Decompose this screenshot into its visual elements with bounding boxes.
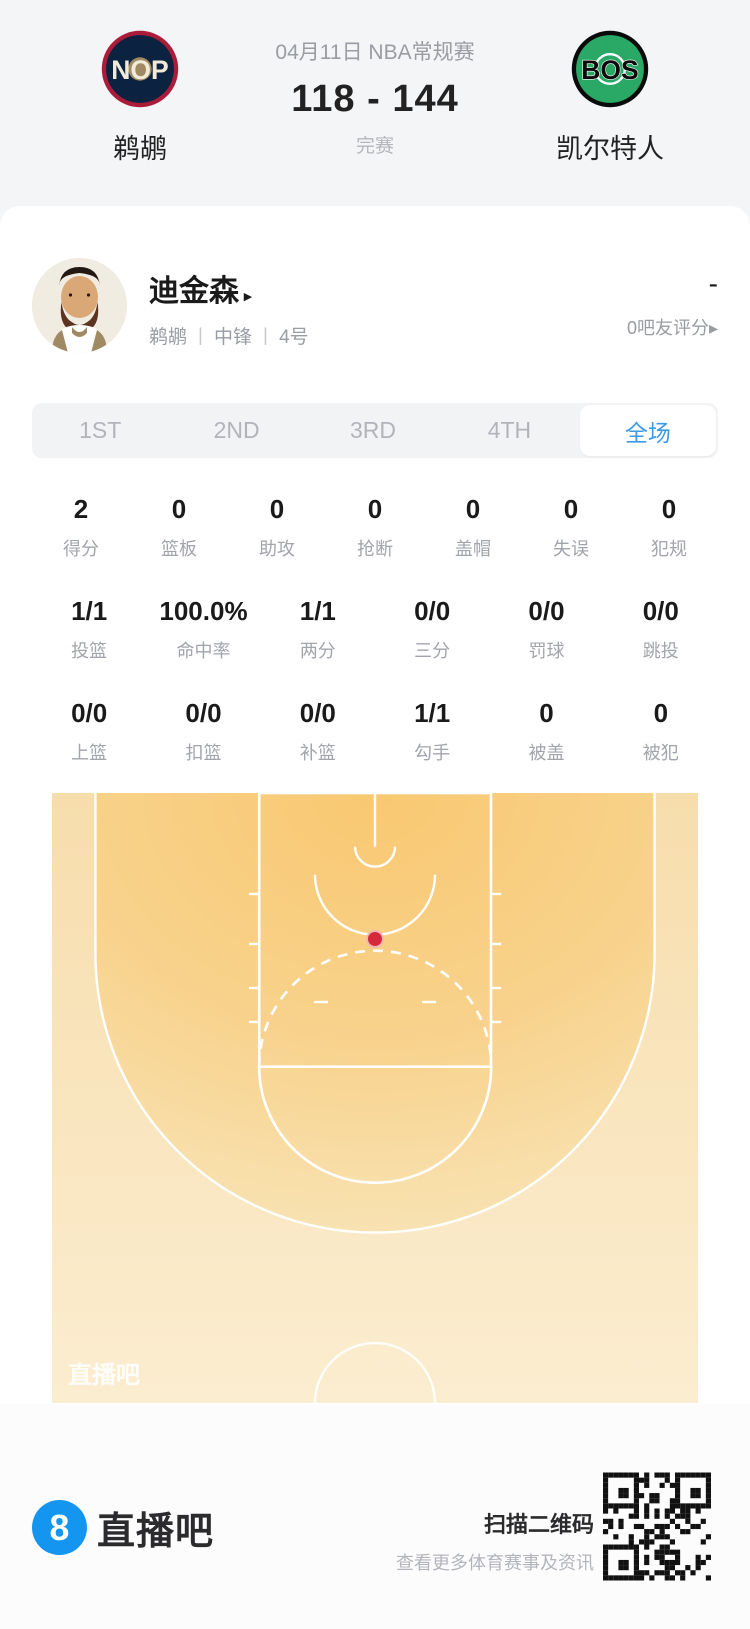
svg-text:BOS: BOS [581,55,638,85]
svg-text:直播吧: 直播吧 [68,1362,140,1389]
svg-text:NOP: NOP [111,55,168,85]
svg-text:8: 8 [50,1508,70,1548]
